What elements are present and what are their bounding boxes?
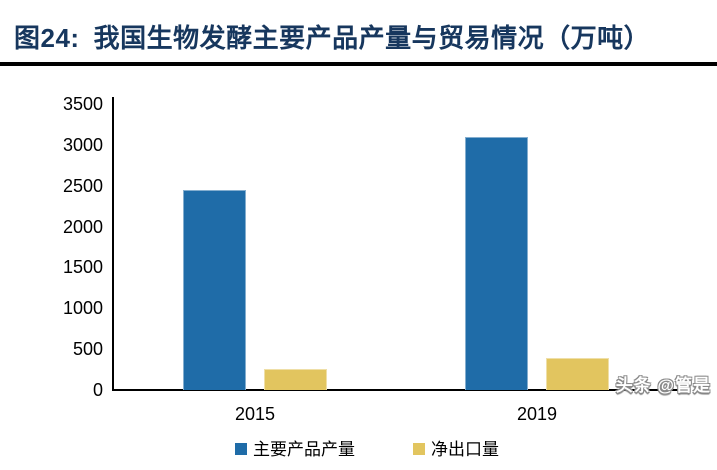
x-axis-label-2015: 2015 xyxy=(234,404,276,424)
y-axis-tick-label: 0 xyxy=(92,380,103,400)
legend-label-net-export: 净出口量 xyxy=(431,440,499,460)
bar-main-output-2019 xyxy=(465,137,528,390)
y-axis-tick-label: 3000 xyxy=(62,134,103,155)
y-axis-tick-label: 1000 xyxy=(62,298,103,319)
x-axis-line xyxy=(112,389,678,391)
y-axis-tick-label: 2000 xyxy=(62,216,103,237)
legend-swatch-net-export xyxy=(413,443,425,455)
bar-net-export-2019 xyxy=(546,358,609,390)
bar-net-export-2015 xyxy=(264,369,327,390)
figure-title-text: 我国生物发酵主要产品产量与贸易情况（万吨） xyxy=(93,24,651,54)
bar-chart-plot-area: 0 500 1000 1500 2000 2500 3000 3500 2015 2019 主要产品… xyxy=(0,66,717,470)
legend-swatch-main-output xyxy=(235,443,247,455)
title-divider xyxy=(0,62,717,66)
x-axis-label-2019: 2019 xyxy=(516,404,558,424)
y-axis-tick-label: 500 xyxy=(72,339,103,360)
y-axis-tick-label: 3500 xyxy=(62,94,103,114)
y-axis-tick-label: 2500 xyxy=(62,175,103,196)
watermark: 头条 @管是 xyxy=(615,376,711,395)
y-axis-tick-label: 1500 xyxy=(62,257,103,278)
legend-label-main-output: 主要产品产量 xyxy=(253,440,355,460)
figure-number-label: 图24: xyxy=(14,23,80,53)
bar-main-output-2015 xyxy=(183,190,246,390)
figure-title: 图24: 我国生物发酵主要产品产量与贸易情况（万吨） xyxy=(14,20,714,58)
y-axis-line xyxy=(112,97,114,391)
